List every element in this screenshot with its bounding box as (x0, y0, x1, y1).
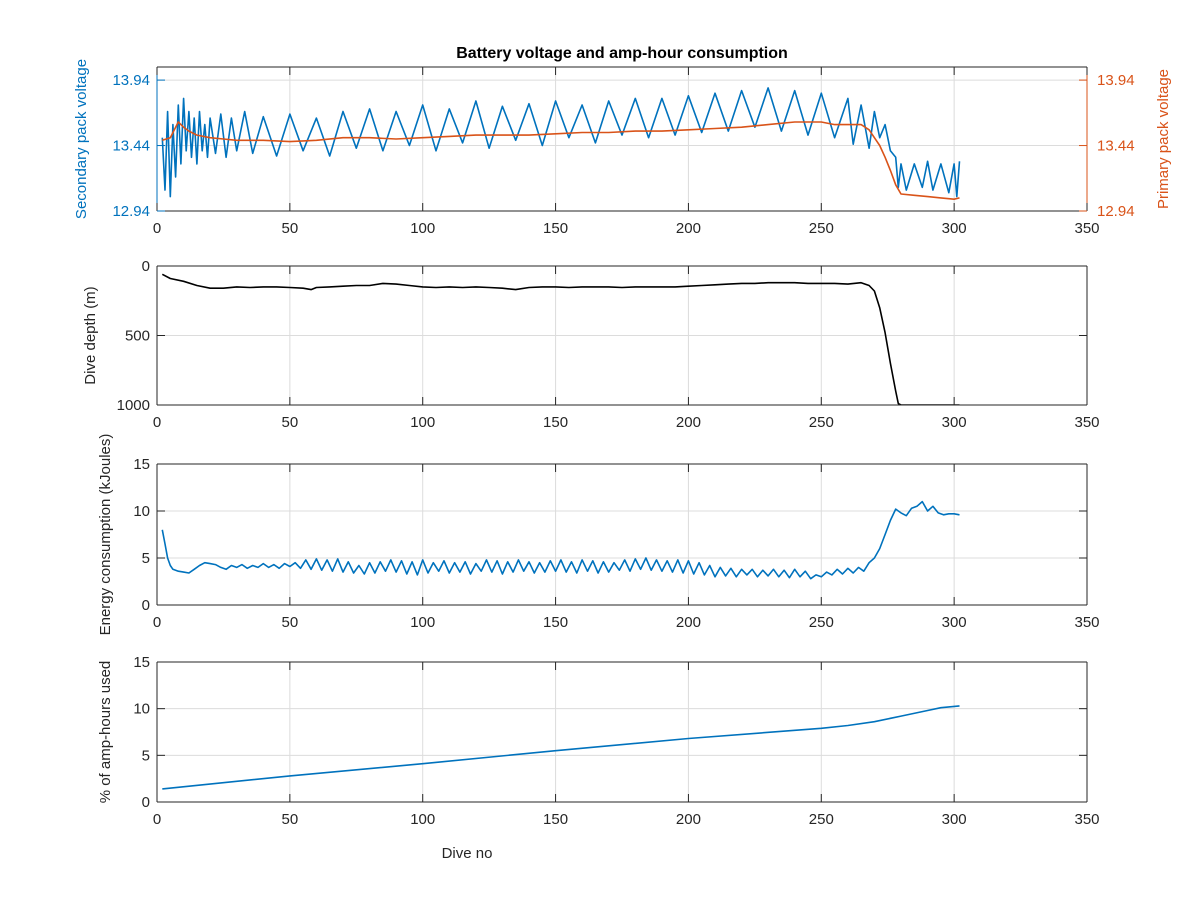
y-tick-label: 500 (125, 328, 150, 345)
y-axis-label: Secondary pack voltage (73, 59, 90, 219)
series-line-right-1 (162, 121, 960, 200)
series-line-main-0 (162, 705, 960, 790)
x-tick-label: 350 (1074, 811, 1099, 828)
y-tick-label: 1000 (117, 397, 150, 414)
x-tick-label: 250 (809, 811, 834, 828)
x-tick-label: 100 (410, 811, 435, 828)
y-axis-label-right: Primary pack voltage (1155, 69, 1172, 209)
x-tick-label: 200 (676, 414, 701, 431)
x-axis-label: Dive no (442, 845, 493, 862)
series-line-main-0 (161, 500, 960, 580)
x-tick-label: 150 (543, 614, 568, 631)
y-tick-label: 10 (133, 701, 150, 718)
x-tick-label: 300 (942, 614, 967, 631)
x-tick-label: 300 (942, 811, 967, 828)
x-tick-label: 0 (153, 220, 161, 237)
y-tick-label: 5 (142, 747, 150, 764)
energy-panel: 0 50 100 150 200 250 300 350 0 5 10 15 Energy consum… (97, 434, 1100, 636)
x-tick-label: 250 (809, 414, 834, 431)
y-right-tick-label: 12.94 (1097, 203, 1135, 220)
y-right-tick-label: 13.94 (1097, 72, 1135, 89)
series-line-left-0 (161, 87, 961, 198)
y-axis-label: Energy consumption (kJoules) (97, 434, 114, 636)
y-right-tick-label: 13.44 (1097, 138, 1135, 155)
y-tick-label: 10 (133, 503, 150, 520)
x-tick-label: 0 (153, 614, 161, 631)
y-tick-label: 13.94 (112, 72, 150, 89)
x-tick-label: 150 (543, 220, 568, 237)
y-tick-label: 13.44 (112, 138, 150, 155)
y-axis-label: % of amp-hours used (97, 661, 114, 804)
amp-hours-panel: 0 50 100 150 200 250 300 350 0 5 10 15 % of amp-hour… (97, 654, 1100, 862)
x-tick-label: 200 (676, 220, 701, 237)
chart-title: Battery voltage and amp-hour consumption (456, 45, 788, 62)
x-tick-label: 50 (282, 220, 299, 237)
x-tick-label: 350 (1074, 614, 1099, 631)
y-tick-label: 0 (142, 597, 150, 614)
x-tick-label: 350 (1074, 414, 1099, 431)
x-tick-label: 250 (809, 220, 834, 237)
x-tick-label: 150 (543, 414, 568, 431)
y-tick-label: 15 (133, 456, 150, 473)
x-tick-label: 200 (676, 811, 701, 828)
x-tick-label: 50 (282, 414, 299, 431)
voltage-panel: 0 50 100 150 200 250 300 35012.9413.4413.9412.9… (73, 45, 1172, 237)
x-tick-label: 200 (676, 614, 701, 631)
x-tick-label: 0 (153, 414, 161, 431)
x-tick-label: 100 (410, 614, 435, 631)
y-tick-label: 5 (142, 550, 150, 567)
x-tick-label: 100 (410, 220, 435, 237)
depth-panel: 0 50 100 150 200 250 300 350 0 500 1000 Dive depth … (82, 258, 1100, 431)
x-tick-label: 150 (543, 811, 568, 828)
y-axis-label: Dive depth (m) (82, 286, 99, 384)
x-tick-label: 350 (1074, 220, 1099, 237)
y-tick-label: 15 (133, 654, 150, 671)
y-tick-label: 12.94 (112, 203, 150, 220)
x-tick-label: 50 (282, 811, 299, 828)
x-tick-label: 300 (942, 220, 967, 237)
x-tick-label: 50 (282, 614, 299, 631)
x-tick-label: 300 (942, 414, 967, 431)
y-tick-label: 0 (142, 258, 150, 275)
x-tick-label: 250 (809, 614, 834, 631)
x-tick-label: 0 (153, 811, 161, 828)
x-tick-label: 100 (410, 414, 435, 431)
series-line-main-0 (161, 273, 960, 405)
y-tick-label: 0 (142, 794, 150, 811)
